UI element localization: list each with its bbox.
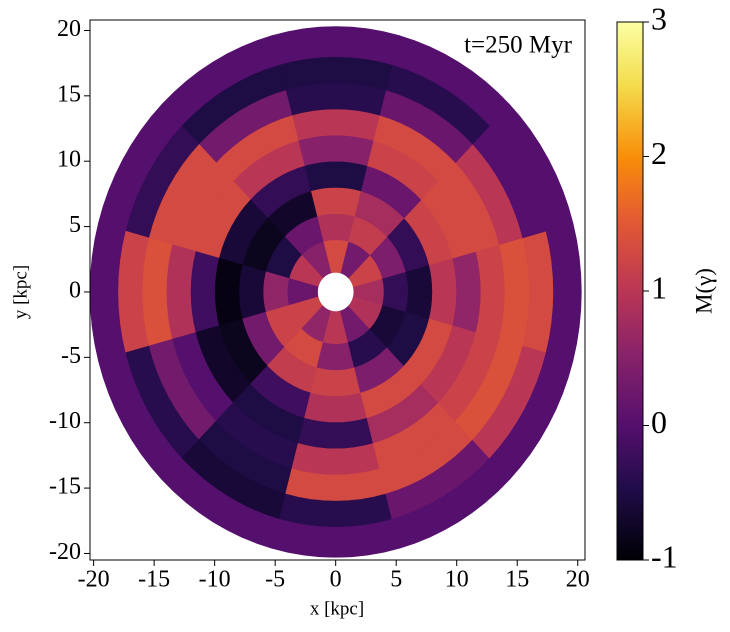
y-tick-label: -15 (49, 474, 81, 500)
y-tick-label: 0 (69, 277, 81, 303)
plot-area (89, 26, 582, 558)
colorbar-tick-label: 3 (651, 0, 667, 36)
annotation: t=250 Myr (464, 32, 573, 59)
x-tick-label: -15 (138, 567, 170, 593)
x-tick-label: -10 (199, 567, 231, 593)
colorbar-label: M(γ) (691, 268, 716, 314)
x-tick-label: 15 (505, 567, 529, 593)
cell (316, 213, 355, 242)
x-tick-label: -20 (78, 567, 110, 593)
cell (489, 352, 574, 481)
x-axis-label: x [kpc] (310, 598, 364, 619)
colorbar-tick-label: 1 (651, 269, 667, 305)
cell (297, 134, 374, 167)
cell (316, 342, 355, 371)
axes-frame (89, 19, 586, 561)
cell (452, 250, 482, 333)
y-tick-label: -5 (61, 343, 81, 369)
x-tick-label: 20 (566, 567, 590, 593)
colorbar-tick-label: 2 (651, 135, 667, 171)
cell (214, 257, 243, 327)
y-axis-label: y [kpc] (10, 265, 31, 319)
cell (428, 257, 458, 327)
x-tick-label: 5 (390, 567, 402, 593)
x-tick-label: 10 (445, 567, 469, 593)
colorbar (616, 21, 644, 561)
cell (310, 367, 362, 397)
y-tick-label: -10 (49, 408, 81, 434)
colorbar-tick-label: 0 (651, 404, 667, 440)
y-tick-label: 5 (69, 212, 81, 238)
y-tick-label: 10 (57, 147, 81, 173)
y-tick-label: 20 (57, 16, 81, 42)
cell (262, 271, 290, 313)
cell (238, 264, 266, 320)
cell (405, 264, 433, 320)
cell (190, 250, 220, 333)
x-tick-label: -5 (265, 567, 285, 593)
cell (297, 417, 374, 450)
cell (382, 271, 409, 313)
cell (303, 160, 368, 192)
cell (310, 187, 362, 217)
y-tick-label: 15 (57, 81, 81, 107)
y-tick-label: -20 (49, 539, 81, 565)
x-tick-label: 0 (330, 567, 342, 593)
cell (303, 392, 368, 424)
colorbar-tick-label: -1 (651, 538, 678, 574)
